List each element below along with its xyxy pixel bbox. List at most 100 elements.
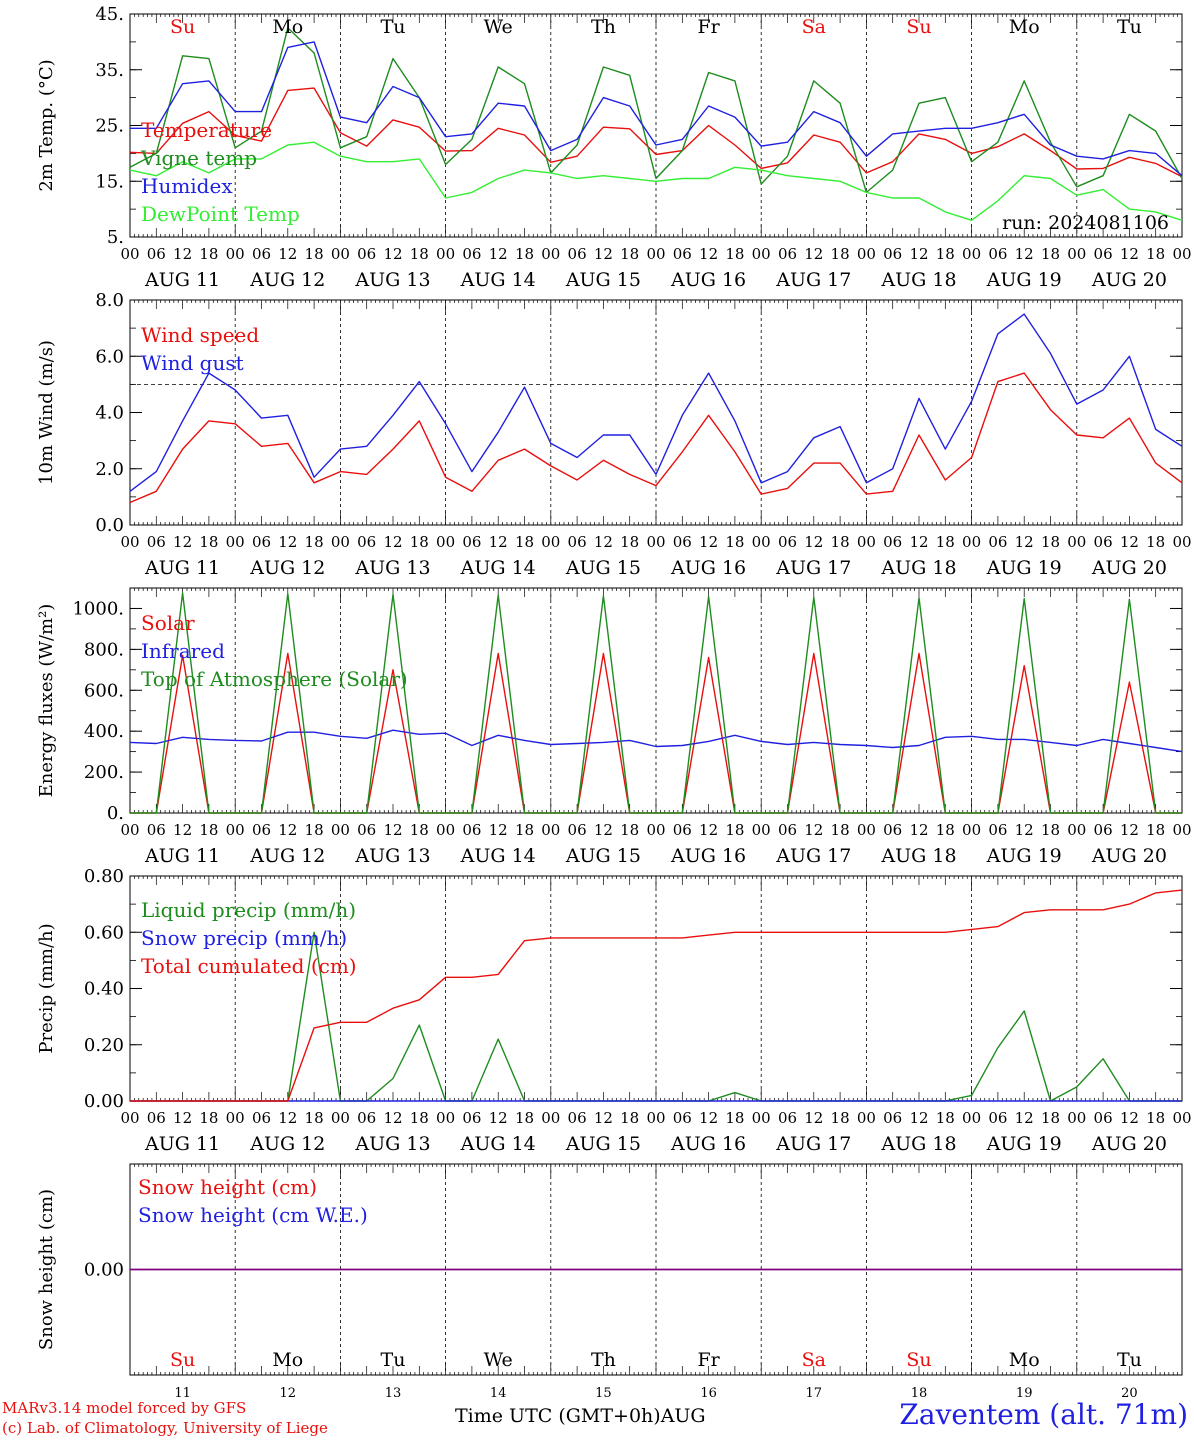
hour-label: 00: [541, 533, 560, 551]
weekday-label: Mo: [1009, 1349, 1040, 1371]
hour-label: 18: [410, 821, 429, 839]
legend-entry: Wind speed: [141, 323, 259, 347]
hour-label: 18: [831, 1109, 850, 1127]
station-label: Zaventem (alt. 71m): [899, 1398, 1188, 1431]
hour-label: 18: [1041, 533, 1060, 551]
date-label: AUG 15: [565, 845, 641, 867]
hour-label: 12: [909, 245, 928, 263]
weekday-label: We: [484, 1349, 513, 1371]
hour-label: 12: [383, 821, 402, 839]
weekday-label: Su: [170, 1349, 195, 1371]
date-label: AUG 14: [460, 557, 536, 579]
y-axis-label: Energy fluxes (W/m²): [36, 604, 57, 798]
hour-label: 12: [804, 1109, 823, 1127]
date-label: AUG 19: [986, 269, 1062, 291]
date-label: AUG 17: [775, 557, 851, 579]
hour-label: 06: [1094, 1109, 1113, 1127]
date-label: AUG 11: [144, 1133, 220, 1155]
weekday-label: Sa: [802, 1349, 826, 1371]
hour-label: 12: [1015, 533, 1034, 551]
hour-label: 18: [620, 245, 639, 263]
hour-label: 18: [199, 245, 218, 263]
legend-entry: Vigne temp: [140, 146, 257, 170]
date-label: AUG 11: [144, 845, 220, 867]
date-label: AUG 18: [880, 269, 956, 291]
hour-label: 00: [752, 533, 771, 551]
hour-label: 00: [436, 533, 455, 551]
hour-label: 00: [646, 1109, 665, 1127]
legend-entry: Snow height (cm): [138, 1175, 317, 1199]
hour-label: 00: [857, 1109, 876, 1127]
hour-label: 12: [1120, 245, 1139, 263]
hour-label: 06: [252, 533, 271, 551]
y-tick-label: 0.0: [95, 515, 124, 536]
hour-label: 00: [1172, 1109, 1191, 1127]
hour-label: 06: [147, 1109, 166, 1127]
hour-label: 00: [331, 1109, 350, 1127]
y-tick-label: 400.: [84, 721, 124, 742]
hour-label: 06: [568, 245, 587, 263]
date-label: AUG 13: [354, 1133, 430, 1155]
weekday-label: Tu: [1117, 1349, 1142, 1371]
hour-label: 00: [1172, 821, 1191, 839]
hour-label: 06: [883, 1109, 902, 1127]
hour-label: 18: [725, 1109, 744, 1127]
hour-label: 00: [646, 245, 665, 263]
hour-label: 18: [831, 533, 850, 551]
hour-label: 00: [541, 245, 560, 263]
y-tick-label: 4.0: [95, 403, 124, 424]
day-number-label: 20: [1121, 1386, 1138, 1401]
hour-label: 00: [1067, 1109, 1086, 1127]
hour-label: 12: [489, 821, 508, 839]
hour-label: 12: [909, 1109, 928, 1127]
y-tick-label: 45.: [95, 4, 124, 25]
date-label: AUG 17: [775, 845, 851, 867]
hour-label: 12: [594, 821, 613, 839]
hour-label: 18: [620, 1109, 639, 1127]
hour-label: 18: [936, 245, 955, 263]
hour-label: 18: [515, 245, 534, 263]
hour-label: 00: [541, 821, 560, 839]
date-label: AUG 15: [565, 269, 641, 291]
date-label: AUG 14: [460, 845, 536, 867]
series-line-darkgreen: [129, 27, 1183, 194]
series-line-red: [129, 372, 1183, 504]
hour-label: 12: [278, 1109, 297, 1127]
date-label: AUG 20: [1091, 269, 1167, 291]
y-axis-label: 2m Temp. (°C): [36, 59, 57, 191]
hour-label: 00: [752, 1109, 771, 1127]
day-number-label: 13: [385, 1386, 402, 1401]
date-label: AUG 12: [249, 557, 325, 579]
hour-label: 00: [857, 245, 876, 263]
hour-label: 06: [252, 245, 271, 263]
hour-label: 00: [1067, 821, 1086, 839]
legend-entry: Snow height (cm W.E.): [138, 1203, 368, 1227]
credit-line-1: MARv3.14 model forced by GFS: [2, 1399, 247, 1417]
legend-entry: Wind gust: [141, 351, 244, 375]
hour-label: 06: [778, 533, 797, 551]
run-label: run: 2024081106: [1002, 212, 1169, 234]
hour-label: 06: [1094, 821, 1113, 839]
hour-label: 06: [357, 245, 376, 263]
date-label: AUG 11: [144, 557, 220, 579]
hour-label: 00: [857, 821, 876, 839]
hour-label: 18: [199, 821, 218, 839]
series-line-blue: [130, 41, 1183, 177]
hour-label: 00: [120, 1109, 139, 1127]
date-label: AUG 18: [880, 557, 956, 579]
hour-label: 06: [883, 245, 902, 263]
hour-label: 18: [515, 533, 534, 551]
legend-entry: Infrared: [141, 639, 225, 663]
hour-label: 06: [252, 1109, 271, 1127]
y-tick-label: 0.80: [84, 866, 124, 887]
hour-label: 18: [1146, 533, 1165, 551]
hour-label: 18: [725, 245, 744, 263]
day-number-label: 11: [174, 1386, 191, 1401]
credit-line-2: (c) Lab. of Climatology, University of L…: [2, 1419, 328, 1437]
weekday-label: We: [484, 16, 513, 38]
date-label: AUG 12: [249, 269, 325, 291]
hour-label: 06: [988, 1109, 1007, 1127]
day-number-label: 19: [1016, 1386, 1033, 1401]
y-tick-label: 25.: [95, 116, 124, 137]
